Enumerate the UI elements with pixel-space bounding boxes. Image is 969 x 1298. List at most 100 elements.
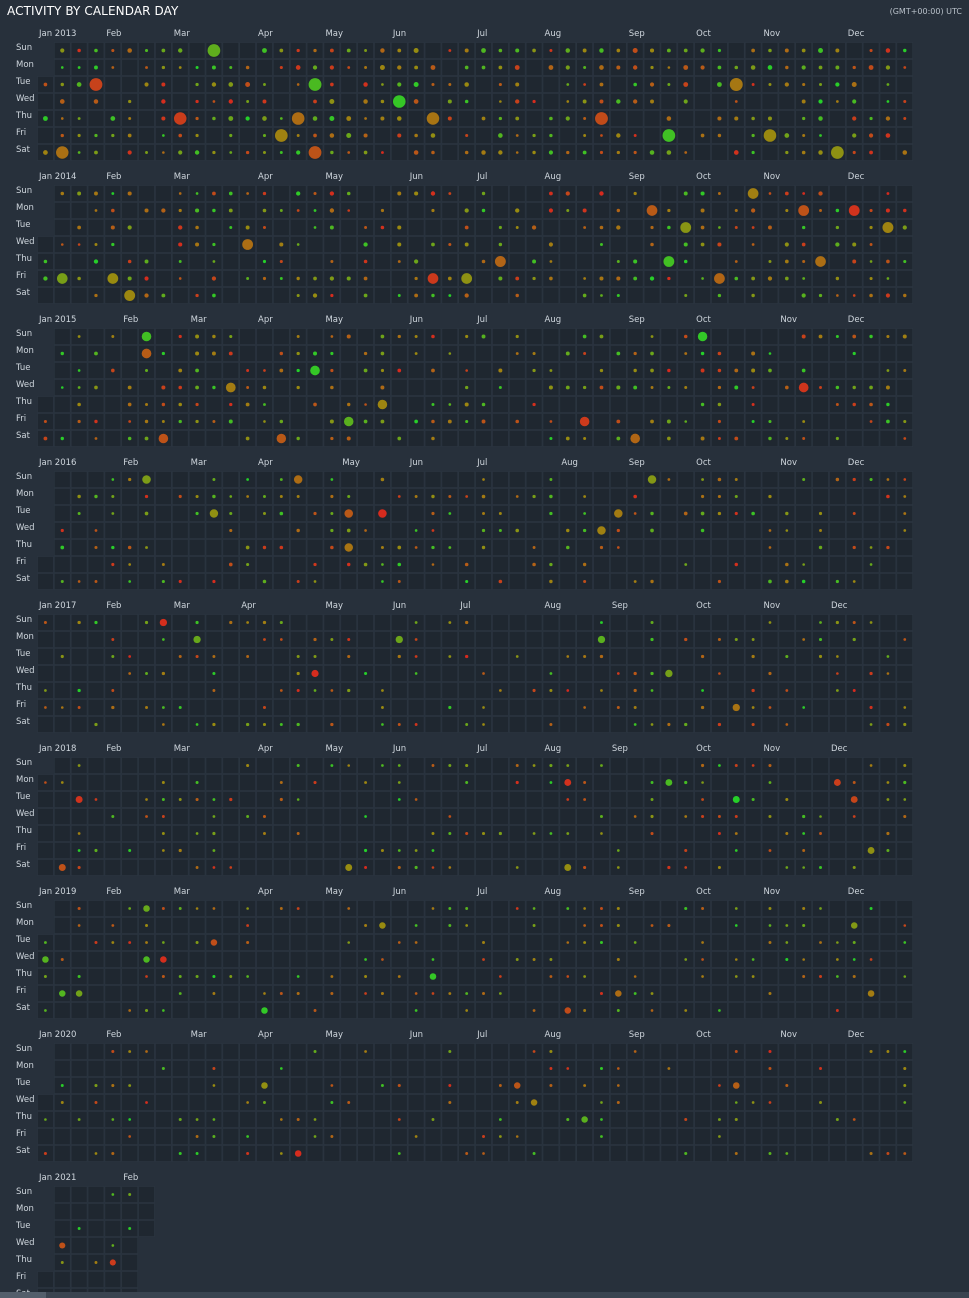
activity-dot bbox=[397, 580, 401, 583]
activity-dot bbox=[582, 208, 587, 213]
day-cell bbox=[475, 1002, 492, 1019]
activity-dot bbox=[633, 82, 637, 87]
day-cell bbox=[458, 1060, 475, 1077]
month-label: Aug bbox=[545, 744, 562, 754]
month-label: Mar bbox=[191, 458, 208, 468]
activity-dot bbox=[228, 351, 233, 356]
activity-dot bbox=[583, 654, 587, 659]
day-cell bbox=[728, 648, 745, 665]
day-cell bbox=[508, 842, 526, 859]
activity-dot bbox=[128, 1193, 132, 1196]
activity-dot bbox=[700, 208, 705, 213]
day-cell bbox=[559, 556, 576, 573]
activity-dot bbox=[802, 82, 806, 87]
activity-dot bbox=[210, 939, 218, 946]
activity-dot bbox=[565, 116, 570, 121]
activity-dot bbox=[330, 368, 334, 373]
activity-dot bbox=[747, 188, 759, 199]
day-cell bbox=[593, 202, 610, 219]
activity-dot bbox=[296, 907, 300, 910]
activity-dot bbox=[262, 99, 267, 104]
activity-dot bbox=[397, 260, 401, 263]
month-label: Feb bbox=[106, 172, 121, 182]
activity-dot bbox=[212, 722, 216, 727]
day-cell bbox=[610, 825, 627, 842]
activity-dot bbox=[448, 512, 452, 515]
activity-dot bbox=[94, 191, 98, 196]
day-cell bbox=[643, 699, 661, 716]
activity-dot bbox=[94, 1101, 98, 1104]
day-cell bbox=[711, 539, 728, 556]
month-label: Feb bbox=[106, 744, 121, 754]
activity-dot bbox=[380, 351, 385, 356]
activity-dot bbox=[145, 672, 148, 675]
activity-dot bbox=[751, 654, 755, 659]
activity-dot bbox=[414, 798, 418, 801]
day-cell bbox=[87, 825, 105, 842]
day-cell bbox=[273, 808, 290, 825]
activity-dot bbox=[414, 723, 418, 726]
activity-dot bbox=[144, 419, 149, 424]
day-cell bbox=[458, 951, 475, 968]
activity-dot bbox=[128, 672, 132, 675]
day-cell bbox=[37, 287, 54, 304]
activity-dot bbox=[110, 225, 115, 230]
activity-dot bbox=[245, 545, 250, 550]
day-cell bbox=[795, 505, 812, 522]
activity-dot bbox=[600, 134, 603, 137]
day-cell bbox=[87, 757, 105, 774]
day-cell bbox=[54, 614, 71, 631]
activity-dot bbox=[195, 494, 199, 499]
day-cell bbox=[374, 253, 391, 270]
day-cell bbox=[441, 219, 459, 236]
activity-dot bbox=[751, 419, 755, 424]
activity-dot bbox=[869, 150, 873, 155]
month-label: Jul bbox=[476, 744, 487, 754]
day-cell bbox=[54, 968, 71, 985]
activity-dot bbox=[633, 1050, 637, 1053]
day-cell bbox=[626, 1002, 644, 1019]
weekday-label: Tue bbox=[15, 363, 31, 373]
activity-dot bbox=[582, 293, 587, 298]
day-cell bbox=[694, 1128, 711, 1145]
day-cell bbox=[138, 110, 155, 127]
day-cell bbox=[610, 1145, 627, 1162]
day-cell bbox=[593, 345, 610, 362]
activity-dot bbox=[650, 924, 654, 927]
activity-dot bbox=[111, 1083, 115, 1088]
activity-dot bbox=[751, 403, 755, 406]
activity-dot bbox=[111, 335, 115, 338]
activity-dot bbox=[161, 82, 166, 87]
day-cell bbox=[829, 505, 846, 522]
day-cell bbox=[694, 631, 711, 648]
activity-dot bbox=[246, 907, 249, 910]
day-cell bbox=[323, 917, 341, 934]
day-cell bbox=[728, 716, 745, 733]
activity-dot bbox=[614, 509, 623, 518]
day-cell bbox=[829, 539, 846, 556]
scrollbar-thumb[interactable] bbox=[0, 1292, 46, 1298]
activity-dot bbox=[279, 511, 284, 516]
day-cell bbox=[475, 270, 492, 287]
weekday-label: Thu bbox=[15, 254, 32, 264]
activity-dot bbox=[111, 655, 115, 658]
activity-dot bbox=[599, 1066, 603, 1071]
day-cell bbox=[424, 1060, 442, 1077]
activity-dot bbox=[229, 620, 233, 625]
activity-dot bbox=[751, 706, 755, 709]
month-label: Sep bbox=[629, 458, 645, 468]
activity-dot bbox=[734, 260, 738, 263]
day-cell bbox=[593, 488, 610, 505]
activity-dot bbox=[515, 226, 519, 229]
day-cell bbox=[542, 93, 560, 110]
activity-dot bbox=[802, 478, 806, 481]
activity-dot bbox=[683, 511, 688, 516]
day-cell bbox=[677, 699, 694, 716]
activity-dot bbox=[785, 65, 789, 70]
day-cell bbox=[222, 236, 240, 253]
month-label: Nov bbox=[780, 315, 797, 325]
activity-dot bbox=[296, 991, 300, 996]
horizontal-scrollbar[interactable] bbox=[0, 1292, 969, 1298]
day-cell bbox=[525, 110, 543, 127]
day-cell bbox=[694, 253, 711, 270]
